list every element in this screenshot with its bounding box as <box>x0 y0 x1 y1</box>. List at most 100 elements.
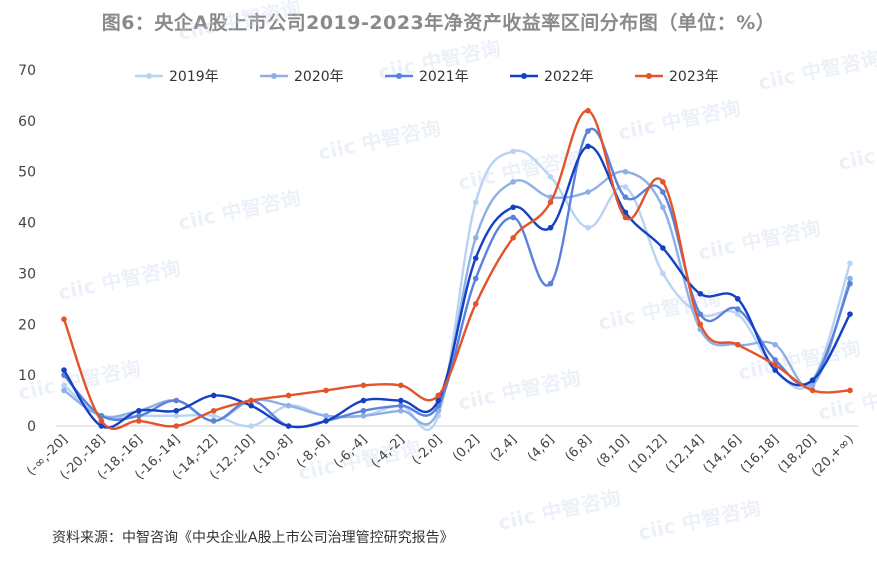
legend: 2019年 2020年 2021年 2022年 2023年 <box>135 69 719 85</box>
data-point <box>323 418 329 424</box>
y-axis: 0 10 20 30 40 50 60 70 <box>18 63 36 435</box>
data-point <box>510 179 516 185</box>
chart-title: 图6：央企A股上市公司2019-2023年净资产收益率区间分布图（单位：%） <box>101 12 776 34</box>
data-point <box>360 413 367 419</box>
data-point <box>173 397 180 404</box>
series-3 <box>61 127 853 429</box>
data-point <box>360 397 367 404</box>
legend-label: 2021年 <box>419 69 469 85</box>
data-point <box>772 362 778 368</box>
data-point <box>660 270 666 277</box>
data-point <box>772 341 778 348</box>
y-tick-label: 40 <box>18 216 36 232</box>
data-point <box>510 235 516 241</box>
watermark-text: ciic 中智咨询 <box>836 126 877 175</box>
series-4 <box>61 143 853 429</box>
data-point <box>660 245 666 251</box>
data-point <box>697 311 704 317</box>
data-point <box>98 423 105 429</box>
data-point <box>847 260 853 267</box>
data-point <box>734 296 741 302</box>
data-point <box>398 402 404 409</box>
data-point <box>435 392 442 399</box>
data-point <box>285 423 292 429</box>
legend-item[interactable]: 2023年 <box>635 69 719 85</box>
data-point <box>398 382 404 389</box>
legend-item[interactable]: 2021年 <box>385 69 469 85</box>
legend-marker <box>271 73 277 79</box>
x-tick-label: (12,14] <box>663 432 707 476</box>
watermark-text: ciic 中智咨询 <box>56 256 183 305</box>
data-point <box>360 382 367 389</box>
series-line <box>63 149 852 432</box>
data-point <box>98 418 105 424</box>
x-tick-label: (-10,-8] <box>251 432 296 477</box>
legend-marker <box>146 73 152 79</box>
data-point <box>585 128 591 134</box>
y-tick-label: 60 <box>18 114 36 130</box>
data-point <box>248 402 254 409</box>
series-layer <box>61 107 853 432</box>
watermark-text: ciic 中智咨询 <box>636 496 763 545</box>
y-tick-label: 30 <box>18 266 36 282</box>
watermark-text: ciic 中智咨询 <box>696 216 823 265</box>
data-point <box>734 341 741 348</box>
series-5 <box>61 107 853 430</box>
data-point <box>697 290 704 297</box>
data-point <box>510 204 516 211</box>
data-point <box>585 143 591 150</box>
legend-item[interactable]: 2020年 <box>260 69 344 85</box>
data-point <box>472 275 479 282</box>
data-point <box>323 413 329 419</box>
legend-item[interactable]: 2022年 <box>510 69 594 85</box>
data-point <box>809 377 816 384</box>
y-tick-label: 0 <box>27 419 36 435</box>
data-point <box>472 235 479 241</box>
watermark-text: ciic 中智咨询 <box>596 286 723 335</box>
legend-marker <box>396 73 402 79</box>
data-point <box>622 168 629 175</box>
legend-marker <box>521 73 527 79</box>
data-point <box>398 407 404 414</box>
legend-item[interactable]: 2019年 <box>135 69 219 85</box>
legend-label: 2023年 <box>669 69 719 85</box>
x-tick-label: (16,18] <box>738 432 782 476</box>
watermark-text: ciic 中智咨询 <box>616 96 743 145</box>
x-tick-label: (6,8] <box>562 432 594 464</box>
legend-marker <box>646 73 652 79</box>
data-point <box>809 382 816 389</box>
data-point <box>210 392 217 399</box>
watermark-text: ciic 中智咨询 <box>816 376 877 425</box>
data-point <box>173 423 180 429</box>
data-point <box>435 397 442 404</box>
data-point <box>136 418 142 424</box>
data-point <box>61 367 67 373</box>
data-point <box>136 407 142 414</box>
data-point <box>734 306 741 312</box>
series-1 <box>61 148 853 432</box>
data-point <box>61 382 67 389</box>
data-point <box>547 174 554 180</box>
data-point <box>622 214 629 221</box>
data-point <box>61 316 67 323</box>
x-tick-label: (10,12] <box>626 432 670 476</box>
data-point <box>472 255 479 261</box>
y-tick-label: 10 <box>18 368 36 384</box>
data-point <box>585 189 591 195</box>
data-point <box>660 189 666 195</box>
data-point <box>585 224 591 231</box>
data-point <box>398 397 404 404</box>
data-point <box>660 204 666 211</box>
x-tick-label: (20,+∞) <box>809 432 857 480</box>
watermark-text: ciic 中智咨询 <box>176 186 303 235</box>
data-point <box>547 224 554 231</box>
data-point <box>210 413 217 419</box>
y-tick-label: 70 <box>18 63 36 79</box>
x-tick-label: (14,16] <box>700 432 744 476</box>
data-point <box>847 280 853 287</box>
series-line <box>62 109 851 430</box>
source-note: 资料来源：中智咨询《中央企业A股上市公司治理管控研究报告》 <box>52 530 454 546</box>
data-point <box>622 194 629 200</box>
data-point <box>772 357 778 363</box>
